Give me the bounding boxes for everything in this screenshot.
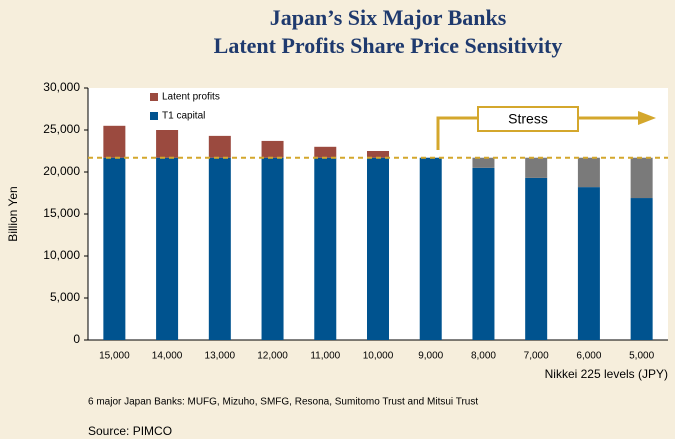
stress-box — [477, 106, 579, 132]
x-tick-label: 5,000 — [629, 351, 654, 362]
bar-segment — [367, 157, 389, 340]
x-tick-label: 13,000 — [205, 351, 236, 362]
bar-segment — [103, 125, 126, 158]
x-tick-label: 10,000 — [363, 351, 394, 362]
source: Source: PIMCO — [88, 424, 172, 438]
y-tick-label: 0 — [73, 332, 80, 346]
x-axis-label: Nikkei 225 levels (JPY) — [545, 367, 668, 381]
note: 6 major Japan Banks: MUFG, Mizuho, SMFG,… — [88, 397, 478, 408]
bar-segment — [103, 157, 126, 340]
legend-swatch — [150, 112, 158, 120]
y-axis-label: Billion Yen — [6, 186, 20, 241]
x-tick-label: 12,000 — [257, 351, 288, 362]
bar-segment — [314, 146, 337, 158]
legend-label: Latent profits — [162, 92, 220, 103]
bar-segment — [630, 198, 653, 340]
y-tick-label: 30,000 — [43, 80, 80, 94]
bar-segment — [472, 167, 495, 340]
y-tick-label: 20,000 — [43, 164, 80, 178]
chart-title: Latent Profits Share Price Sensitivity — [214, 33, 563, 58]
bar-segment — [367, 151, 389, 158]
legend-swatch — [150, 93, 158, 101]
bar-segment — [156, 130, 179, 158]
bar-segment — [261, 140, 284, 158]
legend-label: T1 capital — [162, 111, 205, 122]
arrow-head — [638, 111, 656, 125]
bar-segment — [525, 157, 548, 178]
x-tick-label: 11,000 — [310, 351, 340, 362]
y-tick-label: 15,000 — [43, 206, 80, 220]
chart-title: Japan’s Six Major Banks — [270, 5, 507, 30]
bar-segment — [577, 157, 600, 188]
x-tick-label: 6,000 — [576, 351, 601, 362]
stress-label: Stress — [508, 111, 548, 127]
bar-segment — [630, 157, 653, 199]
x-tick-label: 7,000 — [524, 351, 549, 362]
y-tick-label: 25,000 — [43, 122, 80, 136]
x-tick-label: 9,000 — [418, 351, 443, 362]
x-tick-label: 14,000 — [152, 351, 183, 362]
bar-segment — [314, 157, 337, 340]
y-tick-label: 5,000 — [50, 290, 80, 304]
bar-segment — [208, 135, 231, 158]
bar-segment — [472, 157, 495, 168]
bar-segment — [261, 157, 284, 340]
bar-segment — [577, 187, 600, 340]
y-tick-label: 10,000 — [43, 248, 80, 262]
bar-segment — [525, 177, 548, 340]
x-tick-label: 8,000 — [471, 351, 496, 362]
bar-segment — [156, 157, 179, 340]
bar-segment — [208, 157, 231, 340]
x-tick-label: 15,000 — [99, 351, 130, 362]
bar-segment — [419, 157, 442, 340]
